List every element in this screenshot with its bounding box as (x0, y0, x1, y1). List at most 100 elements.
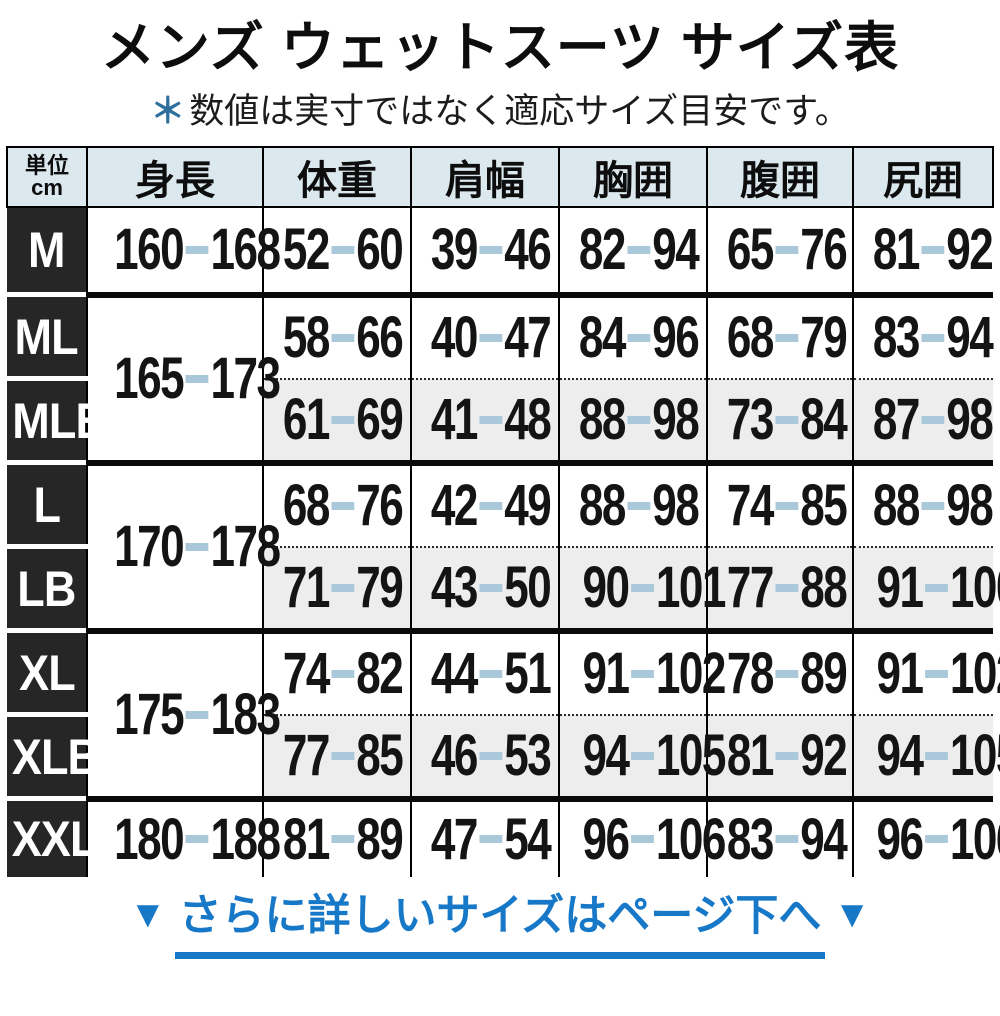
cell-L-shoulder: 42 49 (410, 459, 559, 547)
down-arrow-icon: ▼ (128, 893, 167, 936)
range-max: 183 (210, 682, 281, 748)
cell-M-weight: 52 60 (262, 206, 411, 295)
range-min: 42 (430, 473, 478, 539)
cell-LB-chest: 90 101 (558, 545, 726, 631)
range-max: 60 (356, 217, 403, 283)
range-min: 39 (430, 217, 478, 283)
range-max: 94 (652, 217, 699, 283)
table-row-XLB: XLB 77 85 46 53 94 105 81 92 94 105 (7, 712, 1000, 799)
range-min: 81 (872, 217, 920, 283)
range-dash (627, 245, 650, 254)
range-max: 98 (652, 473, 699, 539)
range-dash (630, 835, 654, 844)
range-dash (775, 835, 798, 844)
range-dash (185, 374, 209, 383)
range-min: 96 (582, 806, 629, 872)
range-min: 91 (876, 555, 923, 621)
cell-ML-chest: 84 96 (558, 291, 707, 379)
range-min: 65 (726, 217, 774, 283)
range-max: 102 (655, 641, 727, 707)
range-min: 44 (430, 641, 478, 707)
range-min: 52 (282, 217, 330, 283)
cell-XXL-hip: 96 106 (852, 795, 1000, 877)
cell-M-shoulder: 39 46 (410, 206, 559, 295)
range-max: 168 (210, 217, 281, 283)
range-max: 173 (210, 346, 281, 412)
size-label-L: L (7, 460, 87, 547)
range-min: 165 (114, 346, 185, 412)
range-min: 77 (282, 723, 330, 789)
cell-M-waist: 65 76 (706, 206, 853, 295)
range-dash (331, 415, 354, 424)
range-min: 74 (726, 473, 774, 539)
range-dash (479, 583, 502, 592)
range-dash (924, 669, 948, 678)
cell-L-LB-height: 170 178 (86, 459, 281, 631)
range-min: 41 (430, 387, 478, 453)
cell-MLB-waist: 73 84 (706, 377, 853, 463)
range-min: 68 (282, 473, 330, 539)
cell-M-chest: 82 94 (558, 206, 707, 295)
cell-ML-MLB-height: 165 173 (86, 291, 281, 463)
range-min: 82 (578, 217, 626, 283)
range-max: 106 (949, 806, 1000, 872)
col-header-shoulder: 肩幅 (410, 145, 560, 208)
cell-MLB-hip: 87 98 (852, 377, 994, 463)
range-min: 91 (876, 641, 923, 707)
range-max: 92 (800, 723, 847, 789)
footer-link[interactable]: ▼ さらに詳しいサイズはページ下へ ▼ (0, 892, 1000, 960)
range-dash (775, 669, 798, 678)
cell-XLB-shoulder: 46 53 (410, 713, 559, 799)
range-dash (185, 710, 209, 719)
cell-M-hip: 81 92 (852, 206, 994, 295)
range-min: 71 (282, 555, 330, 621)
range-max: 94 (800, 806, 847, 872)
range-min: 180 (114, 806, 185, 872)
cell-XL-shoulder: 44 51 (410, 627, 559, 715)
range-dash (331, 501, 354, 510)
table-row-XXL: XXL 180 188 81 89 47 54 96 106 83 94 96 106 (7, 795, 1000, 877)
range-min: 81 (282, 806, 330, 872)
cell-MLB-shoulder: 41 48 (410, 377, 559, 463)
range-max: 89 (356, 806, 403, 872)
range-min: 77 (726, 555, 774, 621)
range-dash (331, 245, 354, 254)
header-row: 単位 cm 身長 体重 肩幅 胸囲 腹囲 尻囲 (6, 145, 994, 208)
range-dash (627, 415, 650, 424)
size-chart-page: メンズ ウェットスーツ サイズ表 ＊数値は実寸ではなく適応サイズ目安です。 単位… (0, 16, 1000, 960)
range-max: 85 (356, 723, 403, 789)
range-min: 170 (114, 514, 185, 580)
range-min: 90 (582, 555, 629, 621)
size-label-LB: LB (7, 544, 87, 631)
range-max: 51 (504, 641, 551, 707)
range-min: 74 (282, 641, 330, 707)
cell-XXL-chest: 96 106 (558, 795, 726, 877)
range-max: 102 (949, 641, 1000, 707)
col-header-hip: 尻囲 (852, 145, 994, 208)
range-dash (479, 501, 502, 510)
cell-XXL-waist: 83 94 (706, 795, 853, 877)
range-max: 105 (655, 723, 727, 789)
range-min: 94 (582, 723, 629, 789)
range-max: 94 (946, 305, 993, 371)
range-max: 84 (800, 387, 847, 453)
note-text: 数値は実寸ではなく適応サイズ目安です。 (189, 91, 850, 131)
range-dash (479, 835, 502, 844)
range-dash (185, 542, 209, 551)
cell-ML-weight: 58 66 (262, 291, 411, 379)
size-label-ML: ML (7, 292, 87, 379)
size-note: ＊数値は実寸ではなく適応サイズ目安です。 (0, 83, 1000, 134)
range-min: 81 (726, 723, 774, 789)
range-min: 84 (578, 305, 626, 371)
footer-underline (175, 952, 825, 960)
range-min: 175 (114, 682, 185, 748)
range-dash (921, 501, 944, 510)
cell-L-chest: 88 98 (558, 459, 707, 547)
size-table: 単位 cm 身長 体重 肩幅 胸囲 腹囲 尻囲 M 160 168 52 60 39 4… (6, 145, 1000, 877)
range-dash (630, 669, 654, 678)
range-dash (479, 333, 502, 342)
range-dash (331, 333, 354, 342)
range-max: 101 (655, 555, 727, 621)
range-dash (775, 245, 798, 254)
cell-ML-waist: 68 79 (706, 291, 853, 379)
